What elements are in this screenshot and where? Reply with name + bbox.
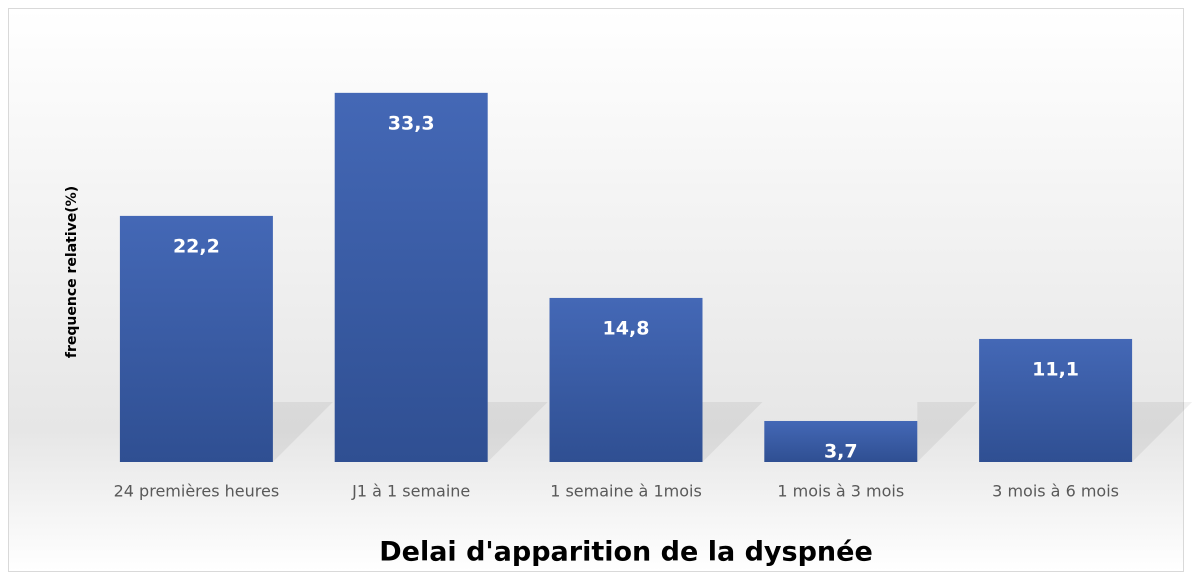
x-axis-label: Delai d'apparition de la dyspnée	[379, 537, 873, 568]
x-tick-label: 24 premières heures	[114, 482, 280, 501]
data-label: 11,1	[1032, 358, 1079, 380]
bar	[549, 297, 703, 462]
x-tick-label: J1 à 1 semaine	[351, 482, 470, 501]
data-label: 33,3	[388, 112, 435, 134]
bar-shadow	[702, 402, 763, 462]
x-tick-label: 1 semaine à 1mois	[550, 482, 702, 501]
bar	[119, 215, 273, 462]
bar-shadow	[1132, 402, 1192, 462]
bar	[764, 420, 918, 462]
bar-shadow	[272, 402, 333, 462]
data-label: 14,8	[603, 317, 650, 339]
bar-shadow	[487, 402, 548, 462]
data-label: 3,7	[824, 440, 858, 462]
bar	[979, 338, 1133, 462]
x-tick-label: 3 mois à 6 mois	[992, 482, 1119, 501]
y-axis-label: frequence relative(%)	[64, 186, 80, 358]
bar	[334, 92, 488, 463]
bar-shadow	[917, 402, 978, 462]
x-tick-label: 1 mois à 3 mois	[777, 482, 904, 501]
data-label: 22,2	[173, 235, 220, 257]
